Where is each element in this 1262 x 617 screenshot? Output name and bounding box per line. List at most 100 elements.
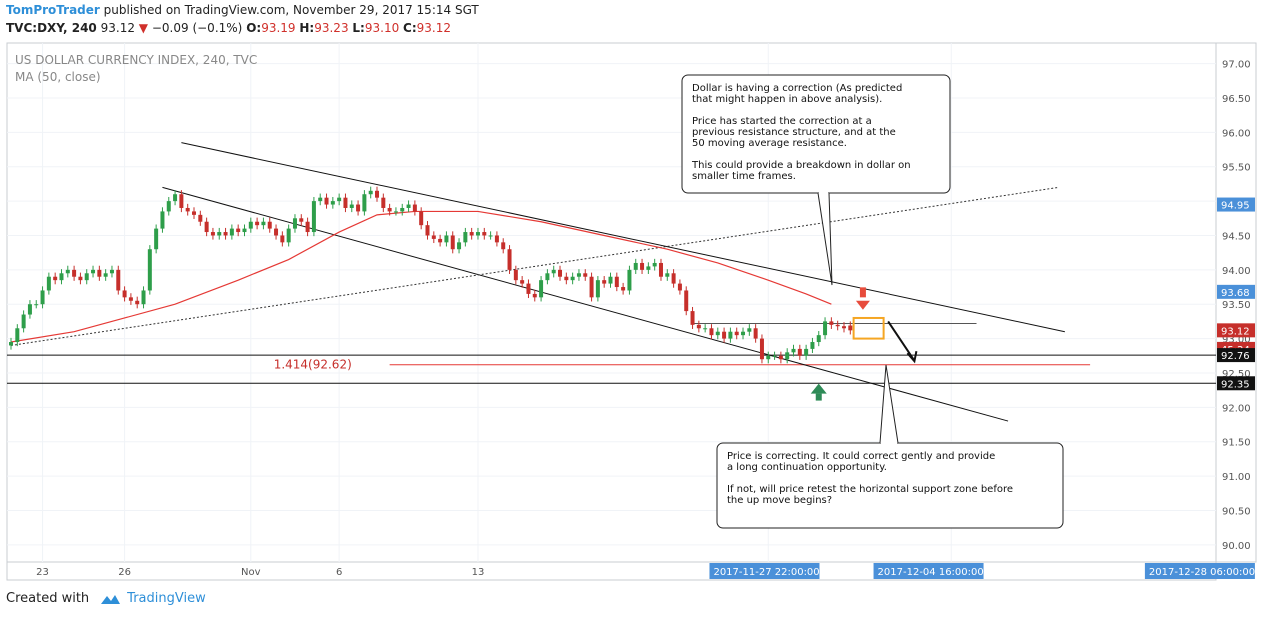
candle-body [387, 207, 392, 212]
y-tick-label: 93.00 [1222, 335, 1251, 346]
callout-top-text-line: 50 moving average resistance. [692, 138, 847, 149]
y-tick-label: 96.00 [1222, 128, 1251, 139]
candle-body [362, 194, 367, 212]
cloud-icon [101, 594, 121, 604]
candle-body [545, 273, 550, 281]
candle-body [242, 228, 247, 233]
candle-body [154, 228, 159, 250]
candle-body [772, 355, 777, 357]
candle-body [558, 269, 563, 277]
time-axis-label [873, 563, 984, 579]
y-tick-label: 93.50 [1222, 300, 1251, 311]
candle-body [173, 194, 178, 202]
y-tick-label: 94.00 [1222, 266, 1251, 277]
candle-body [311, 201, 316, 233]
arrow-head-icon [906, 351, 918, 364]
x-tick-label: 13 [472, 567, 485, 578]
candle-body [343, 197, 348, 208]
candle-body [223, 232, 228, 236]
candle-body [633, 262, 638, 270]
price-chart[interactable]: 97.0096.5096.0095.5095.0094.5094.0093.50… [0, 0, 1262, 585]
y-tick-label: 94.50 [1222, 231, 1251, 242]
candle-body [728, 331, 733, 339]
candle-body [734, 331, 739, 336]
candle-body [684, 290, 689, 312]
candle-body [810, 342, 815, 349]
candle-body [179, 194, 184, 208]
price-axis-label [1217, 284, 1255, 299]
fib-label: 1.414(92.62) [274, 358, 352, 372]
price-axis-label-text: 94.95 [1221, 201, 1250, 212]
symbol-label: TVC:DXY, 240 [6, 21, 97, 35]
callout-top-text-line: This could provide a breakdown in dollar… [691, 160, 911, 171]
y-tick-label: 96.50 [1222, 94, 1251, 105]
candle-body [84, 273, 89, 281]
candle-body [91, 269, 96, 274]
candle-body [551, 269, 556, 274]
callout-top-text-line: that might happen in above analysis). [692, 94, 882, 105]
candle-body [393, 211, 398, 213]
candle-body [759, 338, 764, 360]
candle-body [570, 276, 575, 281]
candle-body [185, 207, 190, 212]
candle-body [318, 197, 323, 202]
candle-body [356, 204, 361, 212]
callout-bottom-text-line: If not, will price retest the horizontal… [727, 484, 1013, 495]
candle-body [198, 214, 203, 222]
close-label: C: [403, 21, 417, 35]
candle-body [627, 269, 632, 291]
candle-body [337, 197, 342, 202]
candle-body [766, 355, 771, 360]
candle-body [488, 235, 493, 237]
candle-body [835, 324, 840, 327]
callout-top-text-line: Dollar is having a correction (As predic… [692, 83, 902, 94]
callout-top-text-line: Price has started the correction at a [692, 116, 872, 127]
down-arrow-marker-icon [855, 300, 870, 310]
candle-body [463, 232, 468, 243]
candle-body [274, 228, 279, 236]
publish-line: TomProTrader published on TradingView.co… [6, 3, 479, 17]
author-link[interactable]: TomProTrader [6, 3, 100, 17]
price-axis-label-text: 92.35 [1221, 379, 1250, 390]
candle-body [482, 232, 487, 236]
candle-body [280, 235, 285, 243]
close-value: 93.12 [416, 21, 452, 35]
candle-body [217, 232, 222, 236]
candle-body [621, 287, 626, 291]
candle-body [841, 326, 846, 329]
last-price: 93.12 [100, 21, 135, 35]
candle-body [425, 225, 430, 236]
time-axis-label-text: 2017-11-27 22:00:00 [713, 567, 819, 578]
down-arrow-stem-icon [859, 287, 866, 298]
y-tick-label: 91.50 [1222, 438, 1251, 449]
callout-top-text-line: previous resistance structure, and at th… [692, 127, 896, 138]
candle-body [778, 355, 783, 360]
candle-body [15, 328, 20, 343]
candle-body [381, 197, 386, 208]
candle-body [791, 348, 796, 353]
price-axis-label-text: 92.76 [1221, 351, 1250, 362]
footer: Created with TradingView [6, 591, 206, 606]
candle-body [823, 321, 828, 336]
candle-body [229, 228, 234, 236]
price-axis-label-text: 93.68 [1221, 288, 1250, 299]
candle-body [21, 314, 26, 329]
candle-body [829, 321, 834, 325]
tradingview-brand-link[interactable]: TradingView [127, 591, 206, 606]
candle-body [160, 211, 165, 229]
candle-body [292, 218, 297, 229]
y-tick-label: 97.00 [1222, 60, 1251, 71]
candle-body [614, 276, 619, 288]
projection-arrow [887, 320, 915, 360]
candle-body [141, 290, 146, 305]
candle-body [419, 211, 424, 226]
candle-body [457, 242, 462, 250]
candle-body [65, 269, 70, 274]
candle-body [576, 273, 581, 277]
candle-body [475, 232, 480, 236]
callout-bottom-tail [879, 364, 899, 444]
low-label: L: [352, 21, 365, 35]
y-tick-label: 92.50 [1222, 369, 1251, 380]
candle-body [406, 204, 411, 208]
low-value: 93.10 [364, 21, 400, 35]
